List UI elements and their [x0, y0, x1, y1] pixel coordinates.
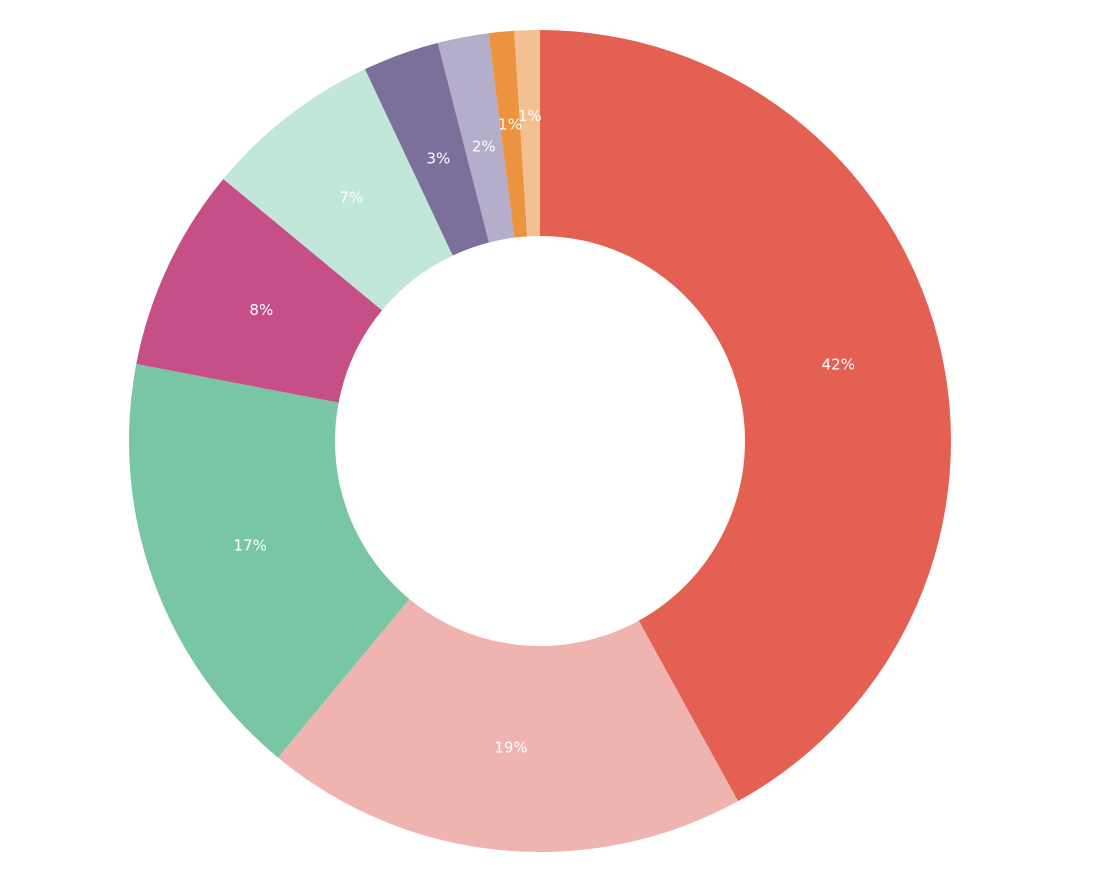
donut-slice [488, 30, 528, 238]
slice-value-label: 1% [518, 107, 542, 125]
donut-labels: 42%19%17%8%7%3%2%1%1% [234, 107, 855, 756]
slice-value-label: 1% [498, 115, 522, 133]
slice-value-label: 2% [472, 137, 496, 155]
slice-value-label: 8% [249, 301, 273, 319]
donut-slice [437, 33, 515, 243]
slice-value-label: 19% [494, 739, 527, 757]
slice-value-label: 17% [234, 536, 267, 554]
donut-slices [128, 30, 951, 852]
donut-slice [540, 30, 951, 802]
donut-slice [136, 179, 383, 403]
donut-slice [223, 69, 453, 311]
donut-slice [514, 30, 540, 237]
donut-slice [365, 42, 490, 256]
slice-value-label: 7% [339, 189, 363, 207]
donut-slice [278, 598, 739, 852]
donut-slice [128, 363, 410, 758]
slice-value-label: 3% [426, 150, 450, 168]
slice-value-label: 42% [822, 355, 855, 373]
